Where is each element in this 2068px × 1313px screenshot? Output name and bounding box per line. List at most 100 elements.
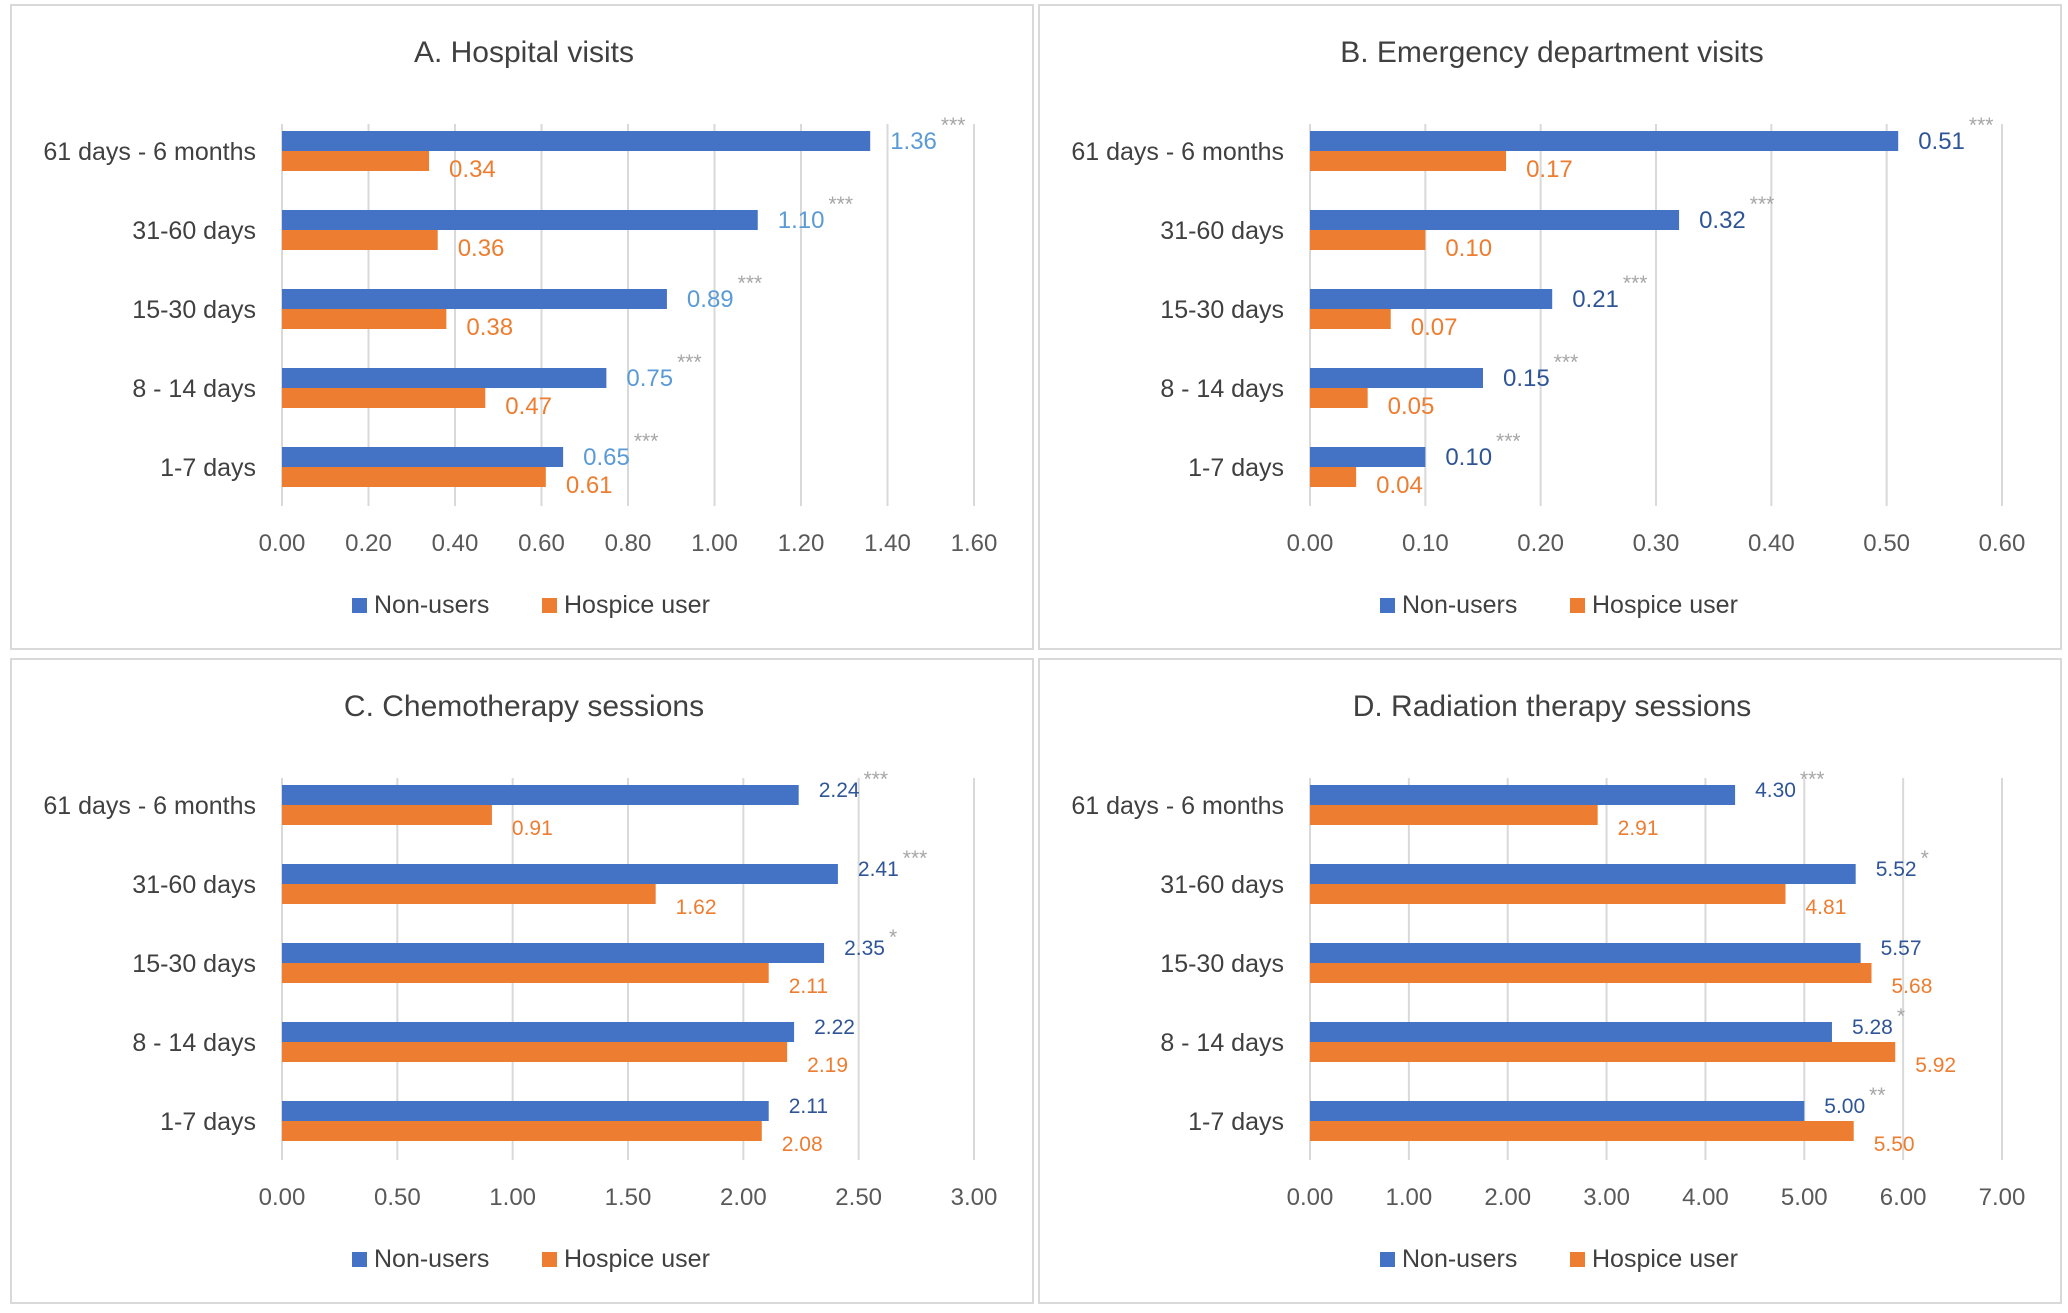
data-label-hospice-user: 0.07 <box>1411 314 1458 341</box>
x-tick-label: 1.40 <box>864 530 911 557</box>
x-tick-label: 4.00 <box>1682 1184 1729 1211</box>
x-tick-label: 0.50 <box>374 1184 421 1211</box>
data-label-non-users: 1.36 <box>890 128 937 155</box>
legend-label-non-users: Non-users <box>1402 1245 1517 1273</box>
x-tick-label: 0.20 <box>345 530 392 557</box>
bar-hospice-user <box>282 467 546 487</box>
bar-hospice-user <box>282 388 486 408</box>
bar-non-users <box>282 864 838 884</box>
chart-svg: B. Emergency department visits 0.00 0.10 0.… <box>1071 36 2025 619</box>
data-label-hospice-user: 0.61 <box>566 472 613 499</box>
category-label: 61 days - 6 months <box>43 792 256 820</box>
bar-hospice-user <box>282 151 430 171</box>
bar-non-users <box>282 289 667 309</box>
category-label: 8 - 14 days <box>1160 1029 1284 1057</box>
data-label-hospice-user: 5.68 <box>1892 975 1933 998</box>
data-label-hospice-user: 5.50 <box>1874 1133 1915 1156</box>
data-label-non-users: 2.24 <box>819 779 860 802</box>
category-label: 8 - 14 days <box>132 1029 256 1057</box>
legend-label-hospice-user: Hospice user <box>1592 1245 1738 1273</box>
legend-swatch-non-users <box>352 598 367 613</box>
significance-marker: *** <box>738 272 763 295</box>
data-label-hospice-user: 0.34 <box>449 156 496 183</box>
data-label-non-users: 5.52 <box>1876 858 1917 881</box>
x-tick-label: 1.60 <box>951 530 998 557</box>
bar-hospice-user <box>282 963 769 983</box>
category-label: 61 days - 6 months <box>1071 792 1284 820</box>
data-label-hospice-user: 0.04 <box>1376 472 1423 499</box>
chart-panel-hospital-visits: A. Hospital visits 0.00 0.20 0.40 0.60 0.80 1.… <box>10 4 1034 650</box>
bar-non-users <box>282 131 871 151</box>
data-label-non-users: 0.89 <box>687 286 734 313</box>
legend-label-hospice-user: Hospice user <box>1592 591 1738 619</box>
data-label-hospice-user: 2.11 <box>789 975 828 998</box>
bar-non-users <box>1310 289 1553 309</box>
legend-swatch-hospice-user <box>542 598 557 613</box>
x-tick-label: 0.00 <box>259 1184 306 1211</box>
significance-marker: * <box>1921 847 1929 870</box>
legend-label-hospice-user: Hospice user <box>564 591 710 619</box>
bar-hospice-user <box>282 884 656 904</box>
legend-swatch-non-users <box>352 1252 367 1267</box>
legend-swatch-hospice-user <box>1570 598 1585 613</box>
significance-marker: *** <box>941 114 966 137</box>
bar-non-users <box>282 447 564 467</box>
significance-marker: ** <box>1869 1084 1885 1107</box>
bar-non-users <box>1310 368 1483 388</box>
x-tick-label: 1.00 <box>489 1184 536 1211</box>
data-label-non-users: 5.00 <box>1824 1095 1865 1118</box>
bar-non-users <box>1310 131 1899 151</box>
bar-non-users <box>1310 864 1856 884</box>
bar-non-users <box>1310 210 1680 230</box>
category-label: 15-30 days <box>1160 296 1284 324</box>
bar-non-users <box>1310 943 1861 963</box>
data-label-hospice-user: 0.36 <box>458 235 505 262</box>
x-tick-label: 0.30 <box>1633 530 1680 557</box>
significance-marker: *** <box>1554 351 1579 374</box>
data-label-non-users: 5.28 <box>1852 1016 1893 1039</box>
legend-label-non-users: Non-users <box>374 1245 489 1273</box>
chart-svg: A. Hospital visits 0.00 0.20 0.40 0.60 0.80 1.… <box>43 36 998 619</box>
category-label: 15-30 days <box>132 296 256 324</box>
category-label: 1-7 days <box>160 1108 256 1136</box>
x-tick-label: 2.50 <box>835 1184 882 1211</box>
chart-panel-chemotherapy: C. Chemotherapy sessions 0.00 0.50 1.00 1.50… <box>10 658 1034 1304</box>
significance-marker: *** <box>903 847 928 870</box>
legend-swatch-non-users <box>1380 1252 1395 1267</box>
x-tick-label: 5.00 <box>1781 1184 1828 1211</box>
chart-title: A. Hospital visits <box>414 36 634 69</box>
bar-hospice-user <box>282 309 447 329</box>
category-label: 15-30 days <box>132 950 256 978</box>
data-label-hospice-user: 4.81 <box>1806 896 1847 919</box>
chart-panel-emergency-visits: B. Emergency department visits 0.00 0.10 0.… <box>1038 4 2062 650</box>
bar-hospice-user <box>1310 467 1357 487</box>
bar-hospice-user <box>282 1121 762 1141</box>
x-tick-label: 2.00 <box>1484 1184 1531 1211</box>
significance-marker: * <box>1897 1005 1905 1028</box>
bar-hospice-user <box>1310 805 1598 825</box>
data-label-non-users: 0.65 <box>583 444 630 471</box>
significance-marker: *** <box>1800 768 1825 791</box>
category-label: 31-60 days <box>132 217 256 245</box>
bar-non-users <box>282 785 799 805</box>
x-tick-label: 0.40 <box>432 530 479 557</box>
category-label: 15-30 days <box>1160 950 1284 978</box>
data-label-non-users: 4.30 <box>1755 779 1796 802</box>
category-label: 1-7 days <box>1188 454 1284 482</box>
data-label-non-users: 1.10 <box>778 207 825 234</box>
chart-title: C. Chemotherapy sessions <box>344 690 704 723</box>
data-label-non-users: 2.11 <box>789 1095 828 1118</box>
bar-non-users <box>1310 1101 1805 1121</box>
data-label-non-users: 0.32 <box>1699 207 1746 234</box>
bar-non-users <box>282 1022 795 1042</box>
chart-svg: D. Radiation therapy sessions 0.00 1.00 2.0… <box>1071 690 2025 1273</box>
bar-non-users <box>282 1101 769 1121</box>
chart-title: D. Radiation therapy sessions <box>1353 690 1752 723</box>
legend-label-non-users: Non-users <box>374 591 489 619</box>
bar-hospice-user <box>1310 1121 1854 1141</box>
category-label: 61 days - 6 months <box>1071 138 1284 166</box>
data-label-hospice-user: 2.08 <box>782 1133 823 1156</box>
data-label-non-users: 5.57 <box>1881 937 1922 960</box>
legend-swatch-hospice-user <box>542 1252 557 1267</box>
category-label: 31-60 days <box>1160 217 1284 245</box>
